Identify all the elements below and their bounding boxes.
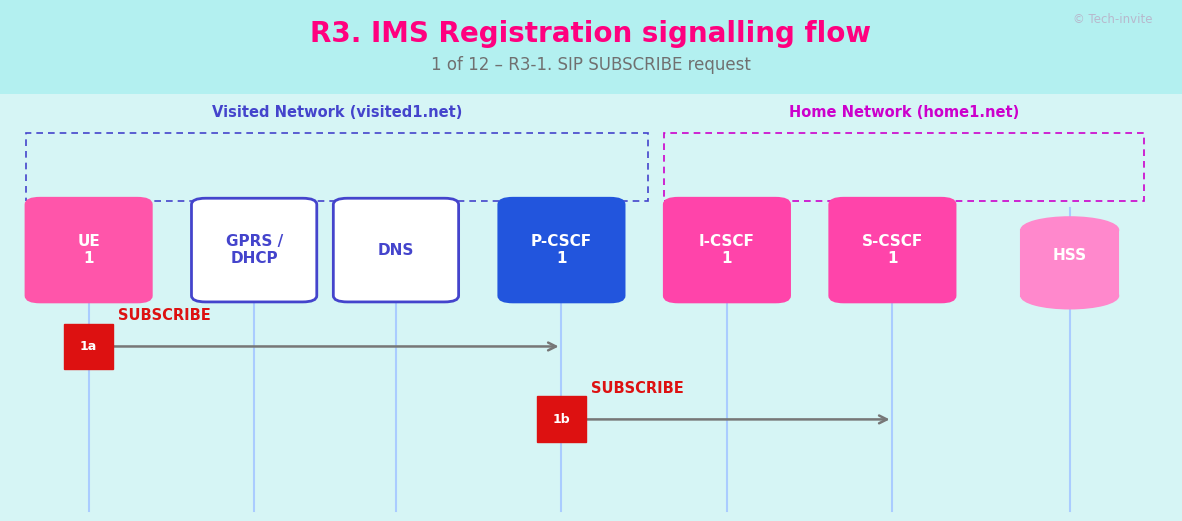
FancyBboxPatch shape xyxy=(26,199,151,302)
Text: P-CSCF
1: P-CSCF 1 xyxy=(531,234,592,266)
Text: I-CSCF
1: I-CSCF 1 xyxy=(699,234,755,266)
Text: S-CSCF
1: S-CSCF 1 xyxy=(862,234,923,266)
Text: 1 of 12 – R3-1. SIP SUBSCRIBE request: 1 of 12 – R3-1. SIP SUBSCRIBE request xyxy=(431,56,751,74)
Text: SUBSCRIBE: SUBSCRIBE xyxy=(591,381,683,396)
FancyBboxPatch shape xyxy=(830,199,955,302)
Bar xyxy=(0,0,1182,94)
Text: 1b: 1b xyxy=(553,413,570,426)
FancyBboxPatch shape xyxy=(64,324,113,369)
Bar xyxy=(0,94,1182,521)
Text: HSS: HSS xyxy=(1053,248,1086,263)
FancyBboxPatch shape xyxy=(333,199,459,302)
Ellipse shape xyxy=(1021,283,1118,308)
Ellipse shape xyxy=(1021,217,1118,243)
Text: DNS: DNS xyxy=(378,243,414,257)
Text: 1a: 1a xyxy=(80,340,97,353)
Text: UE
1: UE 1 xyxy=(77,234,100,266)
Text: R3. IMS Registration signalling flow: R3. IMS Registration signalling flow xyxy=(311,20,871,48)
FancyBboxPatch shape xyxy=(537,396,585,442)
FancyBboxPatch shape xyxy=(664,199,790,302)
Text: GPRS /
DHCP: GPRS / DHCP xyxy=(226,234,282,266)
Text: Visited Network (visited1.net): Visited Network (visited1.net) xyxy=(212,105,462,120)
Text: © Tech-invite: © Tech-invite xyxy=(1073,13,1152,26)
FancyBboxPatch shape xyxy=(499,199,624,302)
FancyBboxPatch shape xyxy=(191,199,317,302)
Text: Home Network (home1.net): Home Network (home1.net) xyxy=(790,105,1019,120)
Bar xyxy=(1021,230,1118,296)
Text: SUBSCRIBE: SUBSCRIBE xyxy=(118,308,210,323)
